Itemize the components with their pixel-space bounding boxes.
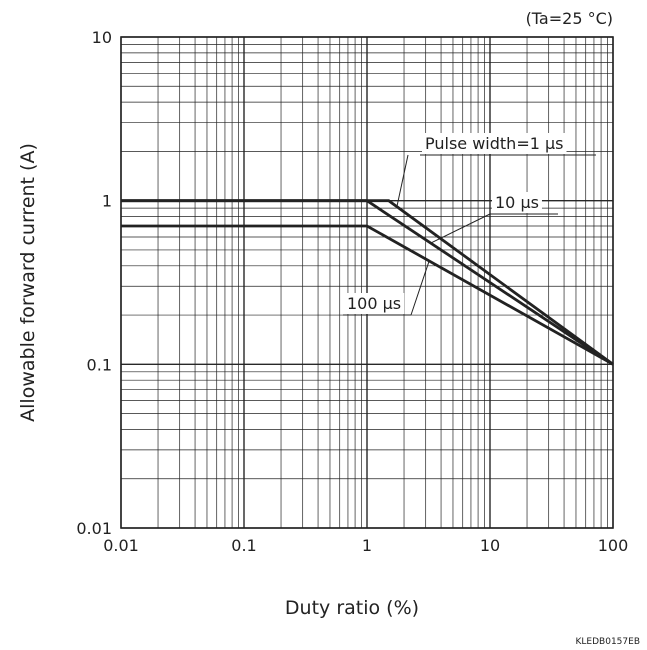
x-tick-label: 1 [362, 536, 372, 555]
annotation-10us-label: 10 µs [495, 193, 539, 212]
grid-minor [121, 37, 613, 528]
annotation-1us-leader [396, 154, 409, 207]
x-tick-labels: 0.01 0.1 1 10 100 [103, 536, 628, 555]
annotation-1us-label: Pulse width=1 µs [425, 134, 564, 153]
y-tick-label: 10 [92, 28, 112, 47]
annotation-100us-label: 100 µs [347, 294, 401, 313]
annotation-1us: Pulse width=1 µs [396, 133, 596, 207]
plot-frame [120, 36, 614, 529]
y-tick-label: 1 [102, 192, 112, 211]
condition-label: (Ta=25 °C) [526, 9, 613, 28]
annotation-100us-leader [410, 260, 430, 316]
y-axis-title: Allowable forward current (A) [17, 143, 39, 422]
y-tick-label: 0.01 [76, 519, 112, 538]
x-axis-title: Duty ratio (%) [285, 597, 419, 619]
annotation-10us-background [492, 192, 542, 213]
annotation-10us-leader [430, 213, 491, 244]
annotation-1us-background [422, 133, 567, 154]
x-tick-label: 0.1 [231, 536, 256, 555]
y-tick-labels: 0.01 0.1 1 10 [76, 28, 112, 538]
series-layer [121, 199, 614, 366]
y-tick-label: 0.1 [87, 355, 112, 374]
x-tick-label: 100 [598, 536, 629, 555]
series-line-2 [121, 199, 614, 366]
series-line-3 [121, 224, 614, 366]
x-tick-label: 10 [480, 536, 500, 555]
figure-code: KLEDB0157EB [576, 637, 640, 647]
annotation-10us: 10 µs [430, 192, 558, 244]
x-tick-label: 0.01 [103, 536, 139, 555]
annotation-100us: 100 µs [343, 260, 430, 316]
annotation-100us-background [344, 293, 405, 314]
